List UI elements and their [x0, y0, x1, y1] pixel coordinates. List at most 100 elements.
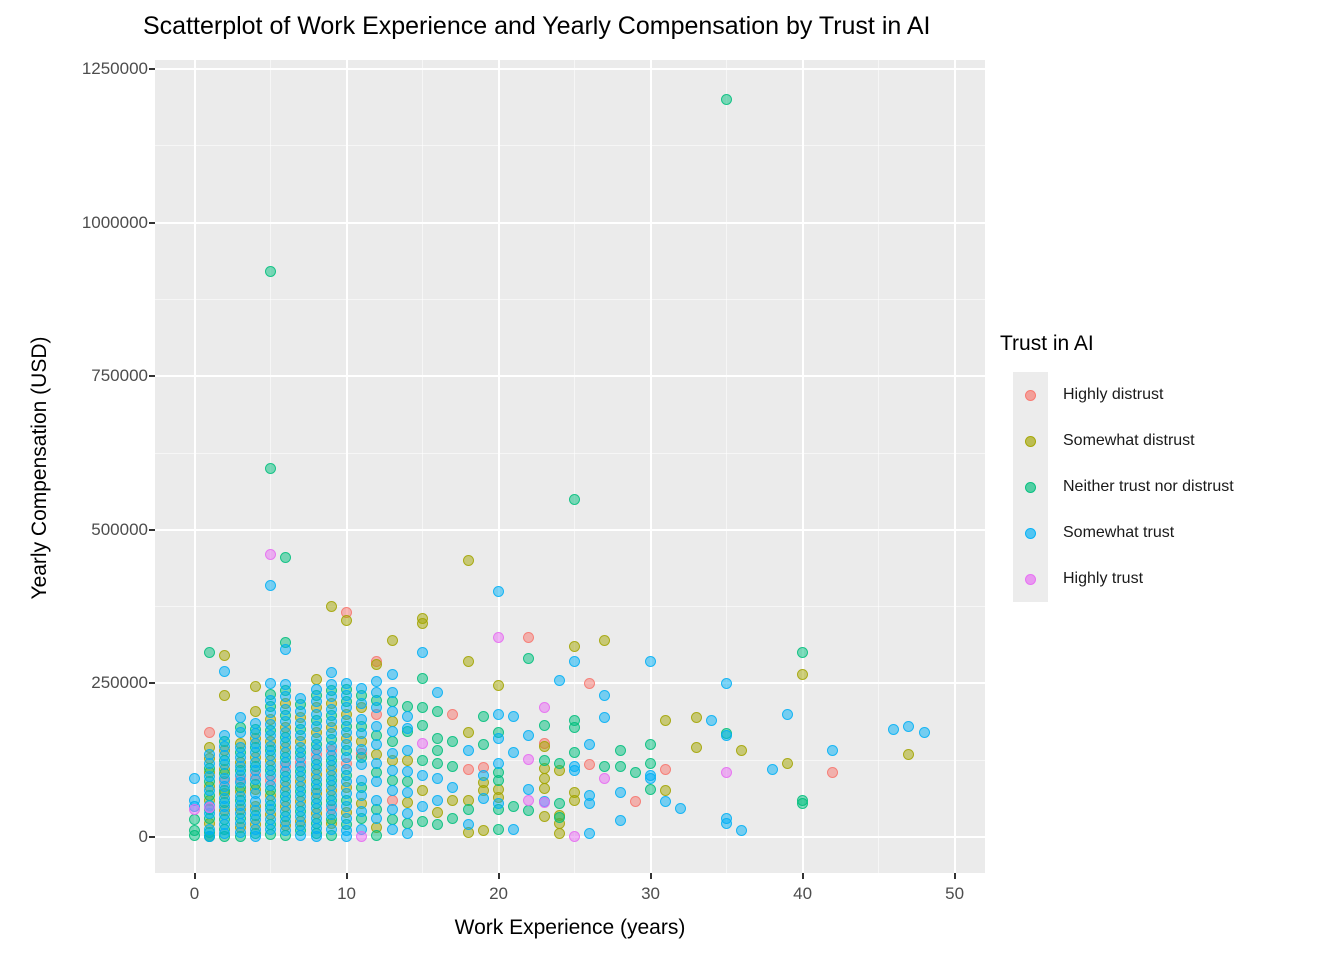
data-point	[569, 794, 581, 806]
data-point	[265, 548, 277, 560]
data-point	[280, 551, 292, 563]
gridline-major	[801, 60, 804, 873]
data-point	[538, 740, 550, 752]
data-point	[386, 824, 398, 836]
data-point	[234, 727, 246, 739]
legend: Trust in AI Highly distrust Somewhat dist…	[1000, 332, 1340, 602]
data-point	[417, 800, 429, 812]
data-point	[584, 759, 596, 770]
data-point	[204, 757, 216, 769]
data-point	[341, 714, 353, 726]
data-point	[432, 733, 444, 745]
data-point	[310, 831, 322, 843]
data-point	[599, 711, 611, 723]
legend-item-label: Somewhat distrust	[1063, 432, 1195, 449]
data-point	[523, 754, 535, 766]
data-point	[189, 814, 201, 826]
data-point	[553, 797, 565, 809]
data-point	[371, 794, 383, 806]
data-point	[432, 806, 444, 818]
legend-swatch-icon	[1025, 481, 1036, 493]
data-point	[432, 687, 444, 699]
data-point	[614, 761, 626, 773]
data-point	[523, 653, 535, 665]
data-point	[234, 711, 246, 723]
data-point	[401, 786, 413, 798]
gridline-major	[649, 60, 652, 873]
data-point	[614, 814, 626, 826]
data-point	[249, 717, 261, 729]
data-point	[310, 733, 322, 745]
data-point	[295, 693, 307, 705]
data-point	[189, 773, 201, 785]
data-point	[569, 765, 581, 777]
data-point	[477, 825, 489, 837]
data-point	[219, 759, 231, 770]
data-point	[386, 725, 398, 737]
x-tick-label: 10	[337, 884, 356, 903]
data-point	[493, 708, 505, 720]
data-point	[538, 811, 550, 823]
data-point	[447, 782, 459, 794]
data-point	[265, 266, 277, 278]
data-point	[584, 797, 596, 809]
data-point	[356, 697, 368, 709]
data-point	[401, 807, 413, 819]
data-point	[432, 819, 444, 831]
data-point	[401, 744, 413, 756]
data-point	[447, 708, 459, 720]
data-point	[265, 695, 277, 707]
data-point	[827, 745, 839, 757]
data-point	[508, 746, 520, 758]
data-point	[721, 94, 733, 106]
data-point	[280, 715, 292, 727]
data-point	[660, 785, 672, 797]
x-tick-label: 30	[641, 884, 661, 903]
data-point	[781, 708, 793, 720]
x-axis-tick	[193, 873, 196, 879]
data-point	[204, 727, 216, 739]
data-point	[234, 826, 246, 838]
gridline-major	[155, 682, 985, 685]
legend-key	[1013, 556, 1048, 602]
legend-item: Somewhat distrust	[1000, 418, 1340, 464]
data-point	[645, 773, 657, 785]
data-point	[249, 831, 261, 843]
data-point	[401, 765, 413, 777]
data-point	[705, 714, 717, 726]
data-point	[553, 674, 565, 686]
data-point	[584, 739, 596, 751]
data-point	[432, 705, 444, 717]
data-point	[325, 691, 337, 703]
data-point	[645, 739, 657, 751]
legend-item-label: Highly trust	[1063, 570, 1144, 587]
data-point	[599, 773, 611, 785]
data-point	[325, 679, 337, 691]
gridline-major	[155, 528, 985, 531]
legend-item-label: Neither trust nor distrust	[1063, 478, 1234, 495]
data-point	[280, 703, 292, 715]
data-point	[310, 720, 322, 732]
data-point	[295, 717, 307, 729]
data-point	[310, 684, 322, 696]
y-tick-label: 500000	[91, 519, 148, 539]
data-point	[401, 797, 413, 809]
gridline-major	[155, 375, 985, 378]
data-point	[629, 766, 641, 778]
data-point	[477, 793, 489, 805]
data-point	[736, 745, 748, 757]
x-axis-tick	[801, 873, 804, 879]
data-point	[645, 783, 657, 795]
legend-item-label: Highly distrust	[1063, 386, 1164, 403]
data-point	[462, 803, 474, 815]
data-point	[523, 805, 535, 817]
data-point	[493, 733, 505, 745]
data-point	[341, 702, 353, 714]
gridline-minor	[726, 60, 728, 873]
data-point	[189, 830, 201, 842]
data-point	[341, 776, 353, 788]
data-point	[417, 738, 429, 750]
data-point	[599, 634, 611, 646]
x-tick-label: 20	[489, 884, 509, 903]
